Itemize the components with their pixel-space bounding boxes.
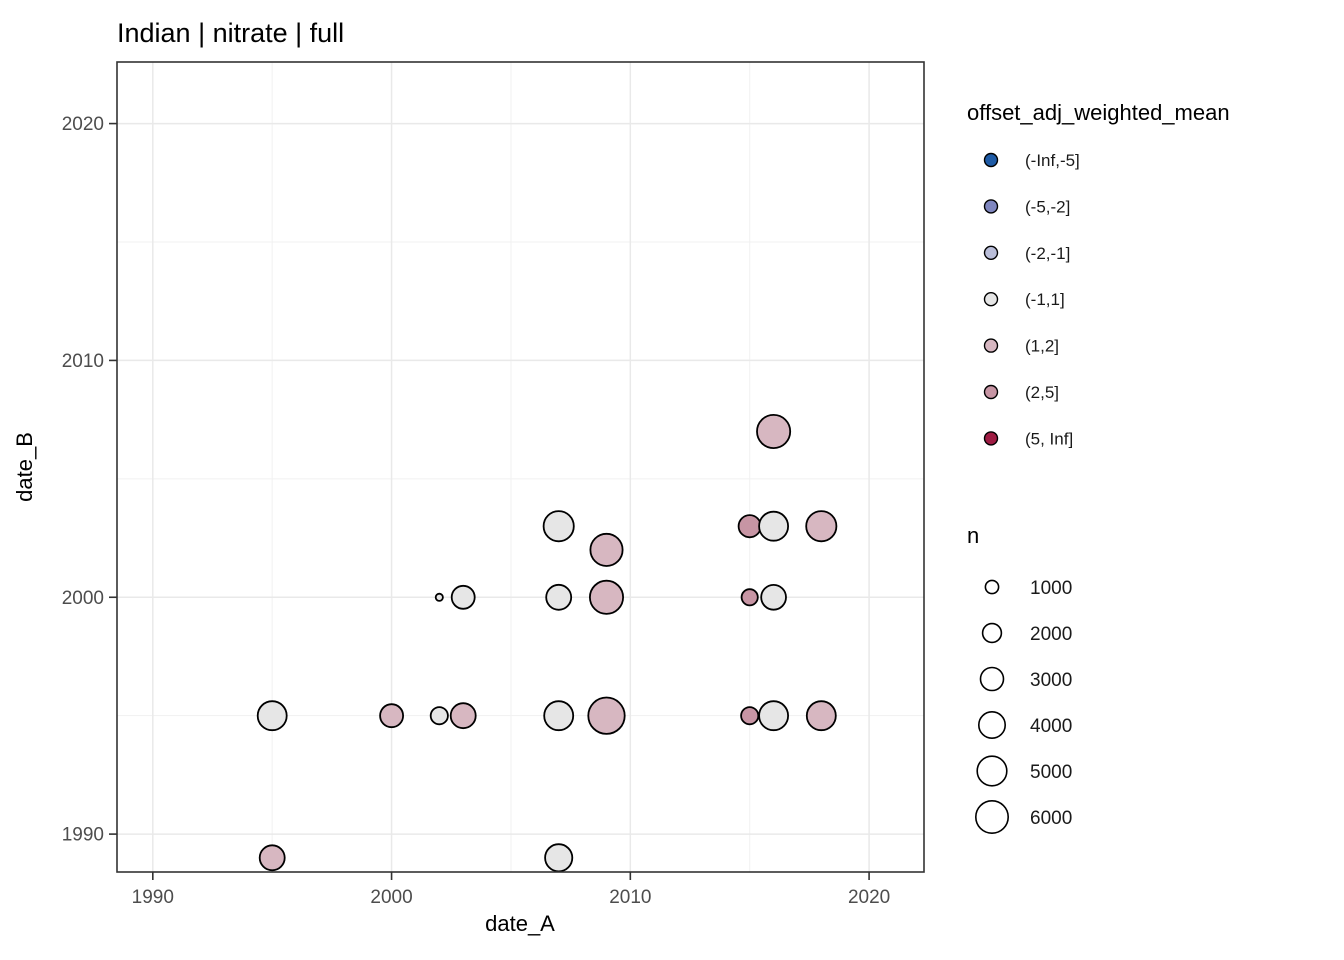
color-legend-label-1: (-5,-2] [1025,197,1070,216]
point-2015-2000 [740,588,759,607]
size-legend-key-4000 [977,710,1006,739]
point-2009-2002 [589,532,624,567]
color-legend-key-4 [983,338,999,353]
point-2018-1995 [805,700,837,732]
color-legend-label-0: (-Inf,-5] [1025,151,1080,170]
point-2016-2007 [756,413,792,449]
x-axis-title: date_A [485,911,555,936]
size-legend-label-4000: 4000 [1030,716,1072,737]
point-2009-2000 [589,579,625,615]
x-tick-label-1990: 1990 [132,887,174,908]
point-2007-2000 [545,583,573,611]
x-tick-label-2000: 2000 [370,887,412,908]
color-legend-key-6 [983,431,999,446]
x-axis: 1990 2000 2010 2020 [132,872,890,908]
point-2016-1995 [758,700,789,732]
point-2003-2000 [450,584,476,610]
size-legend-label-6000: 6000 [1030,808,1072,829]
color-legend: offset_adj_weighted_mean (-Inf,-5] (-5,-2… [967,100,1230,448]
point-2002-1995 [429,706,449,726]
size-legend-title: n [967,523,979,548]
point-2003-1995 [449,702,477,730]
chart-title: Indian | nitrate | full [117,18,344,48]
x-tick-label-2020: 2020 [848,887,890,908]
point-2015-2003 [737,514,762,539]
y-tick-label-2010: 2010 [62,351,104,372]
point-2000-1995 [379,703,405,729]
size-legend-label-5000: 5000 [1030,762,1072,783]
point-2018-2003 [805,510,838,543]
size-legend: n 1000 2000 3000 4000 5000 6000 [967,523,1072,834]
size-legend-key-2000 [981,622,1003,644]
size-legend-label-2000: 2000 [1030,624,1072,645]
points-group [256,413,838,873]
y-tick-label-2000: 2000 [62,588,104,609]
color-legend-key-2 [983,245,999,261]
point-2007-2003 [542,510,575,543]
y-tick-label-1990: 1990 [62,825,104,846]
color-legend-key-0 [983,152,999,168]
panel-border [116,61,925,873]
grid-minor-group [117,62,924,872]
color-legend-label-4: (1,2] [1025,337,1059,356]
color-legend-entries: (-Inf,-5] (-5,-2] (-2,-1] (-1,1] (1,2] (2,5] (… [983,151,1080,448]
grid-major-group [117,62,924,872]
color-legend-label-5: (2,5] [1025,383,1059,402]
color-legend-label-2: (-2,-1] [1025,244,1070,263]
point-2015-1995 [740,706,760,726]
x-tick-label-2010: 2010 [609,887,651,908]
y-axis-title: date_B [12,432,37,502]
size-legend-key-5000 [976,755,1008,787]
point-2016-2003 [758,510,789,542]
point-1995-1989 [258,844,286,872]
point-2009-1995 [587,696,626,735]
size-legend-label-1000: 1000 [1030,578,1072,599]
point-1995-1995 [256,700,288,732]
point-2007-1989 [544,843,574,873]
color-legend-key-3 [983,292,999,307]
color-legend-key-5 [983,384,999,400]
size-legend-key-1000 [984,579,1000,595]
point-2002-2000 [434,592,444,602]
point-2007-1995 [543,700,575,732]
size-legend-entries: 1000 2000 3000 4000 5000 6000 [974,578,1072,834]
color-legend-label-6: (5, Inf] [1025,429,1073,448]
point-2016-2000 [760,583,787,611]
size-legend-key-3000 [979,666,1005,692]
y-tick-label-2020: 2020 [62,114,104,135]
color-legend-label-3: (-1,1] [1025,290,1065,309]
size-legend-key-6000 [974,799,1009,834]
color-legend-key-1 [983,199,999,214]
color-legend-title: offset_adj_weighted_mean [967,100,1230,125]
y-axis: 1990 2000 2010 2020 [62,114,117,846]
size-legend-label-3000: 3000 [1030,670,1072,691]
